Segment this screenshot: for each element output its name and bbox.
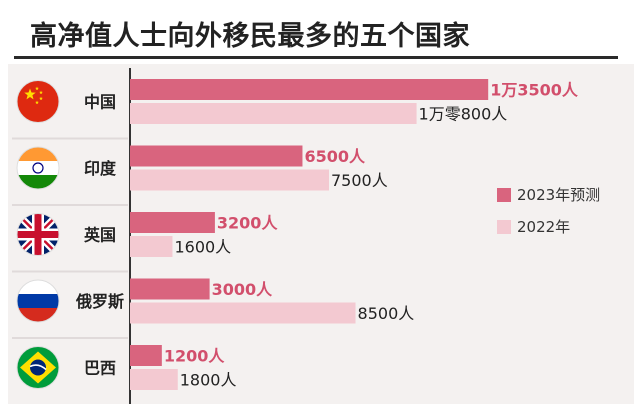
bar-2022: [130, 302, 356, 324]
category-label: 英国: [83, 226, 116, 245]
bar-2022: [130, 369, 178, 390]
legend-swatch-2022: [497, 219, 511, 234]
data-label-2022: 1万零800人: [419, 105, 508, 124]
legend-item-2022: 2022年: [497, 216, 637, 237]
bar-2022: [130, 103, 417, 124]
bar-2022: [130, 236, 173, 257]
legend-item-2023: 2023年预测: [497, 184, 637, 205]
bar-2023: [130, 345, 162, 366]
data-label-2023: 3200人: [217, 214, 279, 233]
brazil-flag-icon: [16, 346, 60, 389]
data-label-2022: 8500人: [358, 304, 415, 323]
bar-2023: [130, 278, 210, 300]
category-label: 印度: [84, 159, 117, 178]
category-label: 巴西: [84, 359, 116, 378]
russia-flag-icon: [16, 279, 60, 323]
uk-flag-icon: [16, 213, 60, 256]
bar-2023: [130, 212, 215, 233]
china-flag-icon: [16, 80, 60, 123]
data-label-2022: 1600人: [174, 238, 231, 257]
data-label-2022: 7500人: [331, 171, 388, 190]
data-label-2023: 1万3500人: [490, 81, 579, 100]
data-label-2023: 3000人: [212, 280, 274, 299]
chart-title: 高净值人士向外移民最多的五个国家: [30, 21, 470, 52]
bar-2023: [130, 79, 489, 100]
bar-2023: [130, 145, 303, 167]
legend-label-2023: 2023年预测: [517, 186, 601, 204]
category-label: 俄罗斯: [75, 292, 124, 311]
bar-2022: [130, 169, 329, 191]
legend-swatch-2023: [497, 187, 511, 202]
data-label-2022: 1800人: [180, 371, 237, 390]
title-underline: [14, 56, 618, 59]
category-label: 中国: [84, 93, 116, 112]
legend-label-2022: 2022年: [517, 218, 571, 236]
data-label-2023: 6500人: [304, 147, 366, 166]
data-label-2023: 1200人: [164, 347, 226, 366]
india-flag-icon: [16, 146, 60, 190]
